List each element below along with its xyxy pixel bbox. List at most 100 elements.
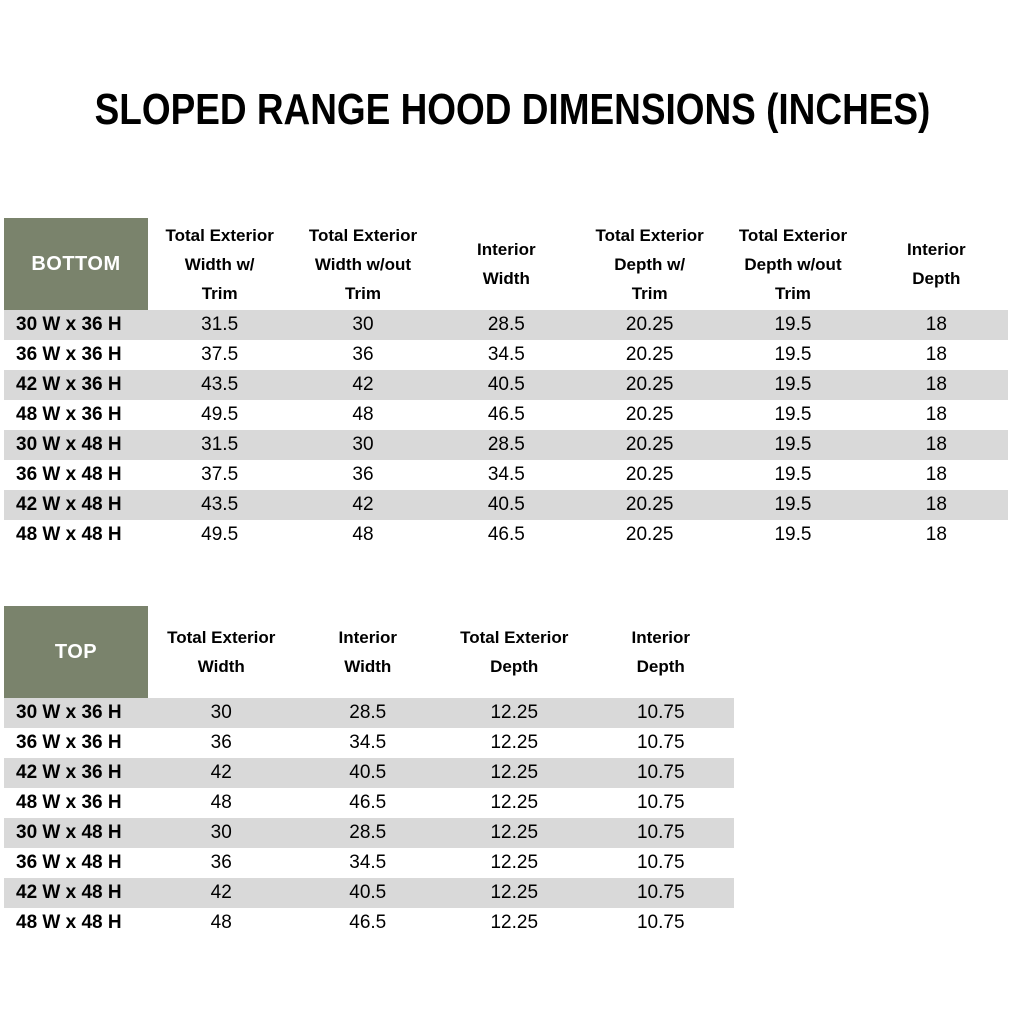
dimension-value: 34.5 bbox=[349, 732, 387, 753]
page-title: SLOPED RANGE HOOD DIMENSIONS (INCHES) bbox=[94, 85, 930, 134]
table-row: 42 W x 36 H 42 40.5 12.25 10.75 bbox=[4, 758, 734, 788]
dimension-value: 28.5 bbox=[349, 822, 387, 843]
dimension-value: 48 bbox=[210, 912, 232, 933]
dimension-value: 30 bbox=[210, 702, 232, 723]
dimension-value: 46.5 bbox=[487, 404, 525, 425]
dimension-value: 19.5 bbox=[774, 434, 812, 455]
dimension-value: 20.25 bbox=[625, 314, 674, 335]
dimension-value: 34.5 bbox=[487, 464, 525, 485]
table-row: 48 W x 48 H 49.5 48 46.5 20.25 19.5 18 bbox=[4, 520, 1008, 550]
size-label: 30 W x 36 H bbox=[16, 702, 122, 723]
table-row: 36 W x 48 H 36 34.5 12.25 10.75 bbox=[4, 848, 734, 878]
dimension-value: 20.25 bbox=[625, 434, 674, 455]
dimension-value: 10.75 bbox=[636, 822, 685, 843]
dimension-value: 19.5 bbox=[774, 404, 812, 425]
dimension-value: 18 bbox=[925, 464, 947, 485]
bottom-header-row: BOTTOM Total Exterior Width w/ Trim Tota… bbox=[4, 218, 1008, 310]
size-label: 36 W x 36 H bbox=[16, 732, 122, 753]
dimension-value: 40.5 bbox=[487, 374, 525, 395]
dimension-value: 20.25 bbox=[625, 524, 674, 545]
dimension-value: 36 bbox=[352, 464, 374, 485]
dimension-value: 36 bbox=[210, 852, 232, 873]
column-header-total-exterior-width: Total Exterior Width bbox=[148, 606, 295, 698]
dimension-value: 46.5 bbox=[349, 912, 387, 933]
dimension-value: 19.5 bbox=[774, 464, 812, 485]
dimension-value: 46.5 bbox=[349, 792, 387, 813]
dimension-value: 40.5 bbox=[349, 762, 387, 783]
size-label: 36 W x 36 H bbox=[16, 344, 122, 365]
table-row: 42 W x 48 H 43.5 42 40.5 20.25 19.5 18 bbox=[4, 490, 1008, 520]
dimension-value: 20.25 bbox=[625, 464, 674, 485]
dimension-value: 18 bbox=[925, 434, 947, 455]
column-header-total-exterior-depth-wout-trim: Total Exterior Depth w/out Trim bbox=[721, 218, 865, 310]
size-label: 30 W x 36 H bbox=[16, 314, 122, 335]
size-label: 42 W x 36 H bbox=[16, 762, 122, 783]
size-label: 30 W x 48 H bbox=[16, 822, 122, 843]
table-row: 36 W x 48 H 37.5 36 34.5 20.25 19.5 18 bbox=[4, 460, 1008, 490]
table-row: 30 W x 48 H 31.5 30 28.5 20.25 19.5 18 bbox=[4, 430, 1008, 460]
dimension-value: 42 bbox=[210, 762, 232, 783]
dimension-value: 18 bbox=[925, 494, 947, 515]
column-header-total-exterior-width-wout-trim: Total Exterior Width w/out Trim bbox=[291, 218, 435, 310]
dimension-value: 31.5 bbox=[201, 314, 239, 335]
dimension-value: 48 bbox=[210, 792, 232, 813]
dimension-value: 30 bbox=[210, 822, 232, 843]
dimension-value: 12.25 bbox=[490, 912, 539, 933]
column-header-interior-depth: Interior Depth bbox=[864, 218, 1008, 310]
table-row: 42 W x 36 H 43.5 42 40.5 20.25 19.5 18 bbox=[4, 370, 1008, 400]
dimension-value: 28.5 bbox=[487, 314, 525, 335]
dimension-value: 28.5 bbox=[487, 434, 525, 455]
dimension-value: 40.5 bbox=[349, 882, 387, 903]
dimension-value: 31.5 bbox=[201, 434, 239, 455]
table-row: 48 W x 48 H 48 46.5 12.25 10.75 bbox=[4, 908, 734, 938]
dimension-value: 42 bbox=[210, 882, 232, 903]
dimension-value: 19.5 bbox=[774, 524, 812, 545]
dimension-value: 20.25 bbox=[625, 374, 674, 395]
size-label: 42 W x 36 H bbox=[16, 374, 122, 395]
dimension-value: 43.5 bbox=[201, 494, 239, 515]
size-label: 36 W x 48 H bbox=[16, 464, 122, 485]
size-label: 48 W x 48 H bbox=[16, 912, 122, 933]
top-table-label: TOP bbox=[4, 606, 148, 698]
column-header-total-exterior-width-w-trim: Total Exterior Width w/ Trim bbox=[148, 218, 292, 310]
dimension-value: 19.5 bbox=[774, 374, 812, 395]
dimension-value: 46.5 bbox=[487, 524, 525, 545]
dimension-value: 18 bbox=[925, 344, 947, 365]
table-row: 42 W x 48 H 42 40.5 12.25 10.75 bbox=[4, 878, 734, 908]
dimension-value: 28.5 bbox=[349, 702, 387, 723]
dimension-value: 12.25 bbox=[490, 762, 539, 783]
size-label: 48 W x 48 H bbox=[16, 524, 122, 545]
page-title-wrap: SLOPED RANGE HOOD DIMENSIONS (INCHES) bbox=[0, 85, 1024, 134]
dimension-value: 30 bbox=[352, 434, 374, 455]
table-row: 30 W x 48 H 30 28.5 12.25 10.75 bbox=[4, 818, 734, 848]
size-label: 48 W x 36 H bbox=[16, 404, 122, 425]
dimension-value: 10.75 bbox=[636, 762, 685, 783]
dimension-value: 48 bbox=[352, 404, 374, 425]
dimension-value: 12.25 bbox=[490, 882, 539, 903]
dimension-value: 37.5 bbox=[201, 464, 239, 485]
bottom-dimensions-table: BOTTOM Total Exterior Width w/ Trim Tota… bbox=[4, 218, 1008, 550]
dimension-value: 12.25 bbox=[490, 702, 539, 723]
size-label: 30 W x 48 H bbox=[16, 434, 122, 455]
dimension-value: 48 bbox=[352, 524, 374, 545]
dimension-value: 40.5 bbox=[487, 494, 525, 515]
dimension-value: 19.5 bbox=[774, 314, 812, 335]
size-label: 42 W x 48 H bbox=[16, 494, 122, 515]
dimension-value: 42 bbox=[352, 374, 374, 395]
table-row: 36 W x 36 H 36 34.5 12.25 10.75 bbox=[4, 728, 734, 758]
table-row: 30 W x 36 H 31.5 30 28.5 20.25 19.5 18 bbox=[4, 310, 1008, 340]
dimension-value: 49.5 bbox=[201, 524, 239, 545]
dimension-value: 42 bbox=[352, 494, 374, 515]
column-header-interior-width: Interior Width bbox=[294, 606, 441, 698]
table-row: 48 W x 36 H 48 46.5 12.25 10.75 bbox=[4, 788, 734, 818]
dimension-value: 10.75 bbox=[636, 792, 685, 813]
table-row: 36 W x 36 H 37.5 36 34.5 20.25 19.5 18 bbox=[4, 340, 1008, 370]
dimension-value: 18 bbox=[925, 314, 947, 335]
dimension-value: 10.75 bbox=[636, 912, 685, 933]
dimension-value: 20.25 bbox=[625, 494, 674, 515]
dimension-value: 36 bbox=[352, 344, 374, 365]
table-row: 30 W x 36 H 30 28.5 12.25 10.75 bbox=[4, 698, 734, 728]
column-header-interior-depth: Interior Depth bbox=[587, 606, 734, 698]
dimension-value: 18 bbox=[925, 524, 947, 545]
dimension-value: 36 bbox=[210, 732, 232, 753]
